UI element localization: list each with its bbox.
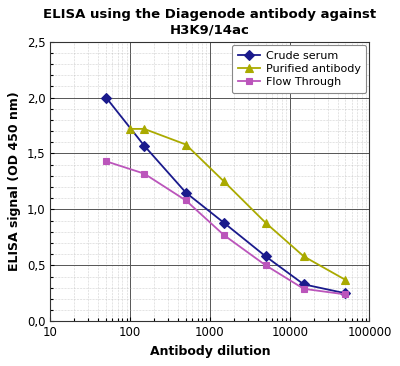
Purified antibody: [142, 127, 146, 131]
Flow Through: [104, 159, 108, 164]
Flow Through: [142, 171, 146, 176]
Crude serum: [263, 254, 268, 259]
Purified antibody: [184, 142, 188, 147]
Line: Crude serum: Crude serum: [103, 94, 349, 297]
Flow Through: [301, 287, 306, 291]
Purified antibody: [263, 221, 268, 225]
Crude serum: [222, 221, 226, 225]
Line: Purified antibody: Purified antibody: [126, 125, 350, 284]
Purified antibody: [222, 179, 226, 184]
Legend: Crude serum, Purified antibody, Flow Through: Crude serum, Purified antibody, Flow Thr…: [232, 45, 366, 93]
Flow Through: [222, 233, 226, 237]
Line: Flow Through: Flow Through: [103, 158, 349, 298]
X-axis label: Antibody dilution: Antibody dilution: [150, 345, 270, 358]
Purified antibody: [128, 127, 132, 131]
Purified antibody: [343, 278, 348, 282]
Title: ELISA using the Diagenode antibody against
H3K9/14ac: ELISA using the Diagenode antibody again…: [43, 8, 376, 36]
Flow Through: [184, 198, 188, 203]
Purified antibody: [301, 254, 306, 259]
Crude serum: [142, 143, 146, 148]
Flow Through: [263, 263, 268, 268]
Flow Through: [343, 292, 348, 296]
Y-axis label: ELISA signal (OD 450 nm): ELISA signal (OD 450 nm): [8, 92, 21, 271]
Crude serum: [301, 282, 306, 287]
Crude serum: [104, 96, 108, 100]
Crude serum: [184, 190, 188, 195]
Crude serum: [343, 291, 348, 295]
